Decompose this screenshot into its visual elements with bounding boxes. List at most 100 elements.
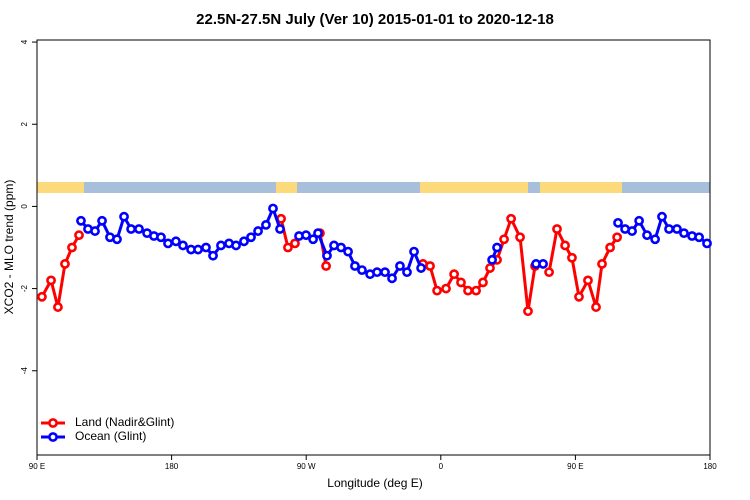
data-point: [193, 244, 203, 255]
data-point: [634, 215, 645, 226]
land-strip: [540, 182, 622, 193]
data-point: [425, 261, 435, 271]
data-point: [657, 211, 667, 222]
data-point: [506, 213, 516, 224]
chart-title: 22.5N-27.5N July (Ver 10) 2015-01-01 to …: [196, 11, 554, 28]
land-strip: [37, 182, 84, 193]
data-point: [67, 242, 77, 253]
y-tick-label: 0: [20, 204, 29, 209]
data-point: [702, 238, 712, 249]
ocean-strip: [37, 182, 710, 193]
x-tick-label: 0: [439, 462, 444, 471]
data-point: [90, 226, 100, 236]
data-point: [231, 240, 241, 251]
data-point: [650, 234, 661, 245]
data-point: [156, 232, 166, 243]
legend-label: Ocean (Glint): [75, 429, 146, 443]
data-point: [74, 230, 84, 241]
data-point: [163, 238, 173, 249]
legend-marker: [48, 418, 58, 428]
data-point: [246, 232, 256, 243]
data-point: [487, 254, 497, 265]
data-point: [441, 283, 451, 294]
data-point: [597, 259, 607, 269]
data-point: [112, 234, 122, 245]
data-point: [239, 236, 249, 247]
x-tick-label: 90 E: [29, 462, 45, 471]
x-tick-label: 90 W: [297, 462, 316, 471]
data-point: [380, 267, 390, 278]
data-point: [336, 242, 346, 253]
data-point: [642, 230, 652, 241]
data-point: [395, 261, 405, 271]
data-point: [416, 263, 426, 273]
data-point: [456, 277, 466, 288]
land-strip: [276, 182, 297, 193]
data-point: [538, 259, 548, 269]
y-tick-label: -4: [20, 367, 29, 375]
data-point: [37, 291, 47, 302]
plot-frame: [36, 39, 711, 456]
y-tick-label: 2: [20, 121, 29, 126]
data-point: [126, 224, 136, 234]
data-point: [583, 275, 593, 286]
data-point: [343, 246, 353, 257]
data-point: [253, 226, 263, 236]
land-strip: [420, 182, 528, 193]
data-point: [478, 277, 488, 288]
data-point: [560, 240, 570, 251]
data-point: [178, 240, 188, 251]
data-point: [574, 291, 584, 302]
data-point: [350, 261, 360, 271]
data-point: [283, 242, 293, 253]
data-point: [97, 215, 107, 226]
data-point: [432, 285, 442, 296]
data-point: [76, 215, 86, 226]
legend-marker: [48, 432, 58, 442]
data-point: [409, 246, 419, 257]
data-point: [613, 217, 623, 228]
y-tick-label: 4: [20, 39, 29, 44]
data-point: [679, 228, 689, 239]
data-point: [567, 252, 577, 263]
data-point: [664, 224, 674, 234]
x-tick-label: 90 E: [567, 462, 583, 471]
data-point: [53, 302, 63, 312]
data-point: [552, 224, 562, 234]
data-point: [268, 203, 278, 214]
data-point: [605, 242, 615, 253]
data-point: [591, 302, 601, 312]
data-point: [301, 230, 311, 241]
land-mask-strip: [37, 182, 710, 193]
data-point: [313, 228, 323, 239]
data-point: [261, 220, 271, 230]
data-point: [322, 250, 332, 261]
data-point: [627, 226, 637, 236]
data-point: [387, 273, 397, 284]
data-point: [449, 269, 460, 280]
data-point: [402, 267, 412, 278]
legend-label: Land (Nadir&Glint): [75, 415, 174, 429]
x-tick-label: 180: [703, 462, 717, 471]
data-point: [485, 263, 495, 273]
data-point: [463, 285, 473, 296]
data-point: [515, 232, 525, 243]
data-point: [308, 234, 318, 245]
data-point: [523, 306, 533, 317]
data-point: [216, 240, 226, 251]
data-point: [208, 250, 218, 261]
y-axis-label: XCO2 - MLO trend (ppm): [2, 180, 16, 315]
data-point: [275, 224, 285, 234]
data-point: [694, 232, 704, 243]
data-point: [321, 261, 331, 271]
data-point: [171, 236, 181, 247]
data-point: [672, 224, 682, 234]
data-point: [372, 267, 382, 278]
data-point: [46, 275, 56, 286]
data-point: [544, 267, 554, 278]
x-axis-label: Longitude (deg E): [327, 476, 422, 490]
y-tick-label: -2: [20, 284, 29, 292]
data-point: [201, 242, 211, 253]
data-point: [357, 265, 367, 275]
